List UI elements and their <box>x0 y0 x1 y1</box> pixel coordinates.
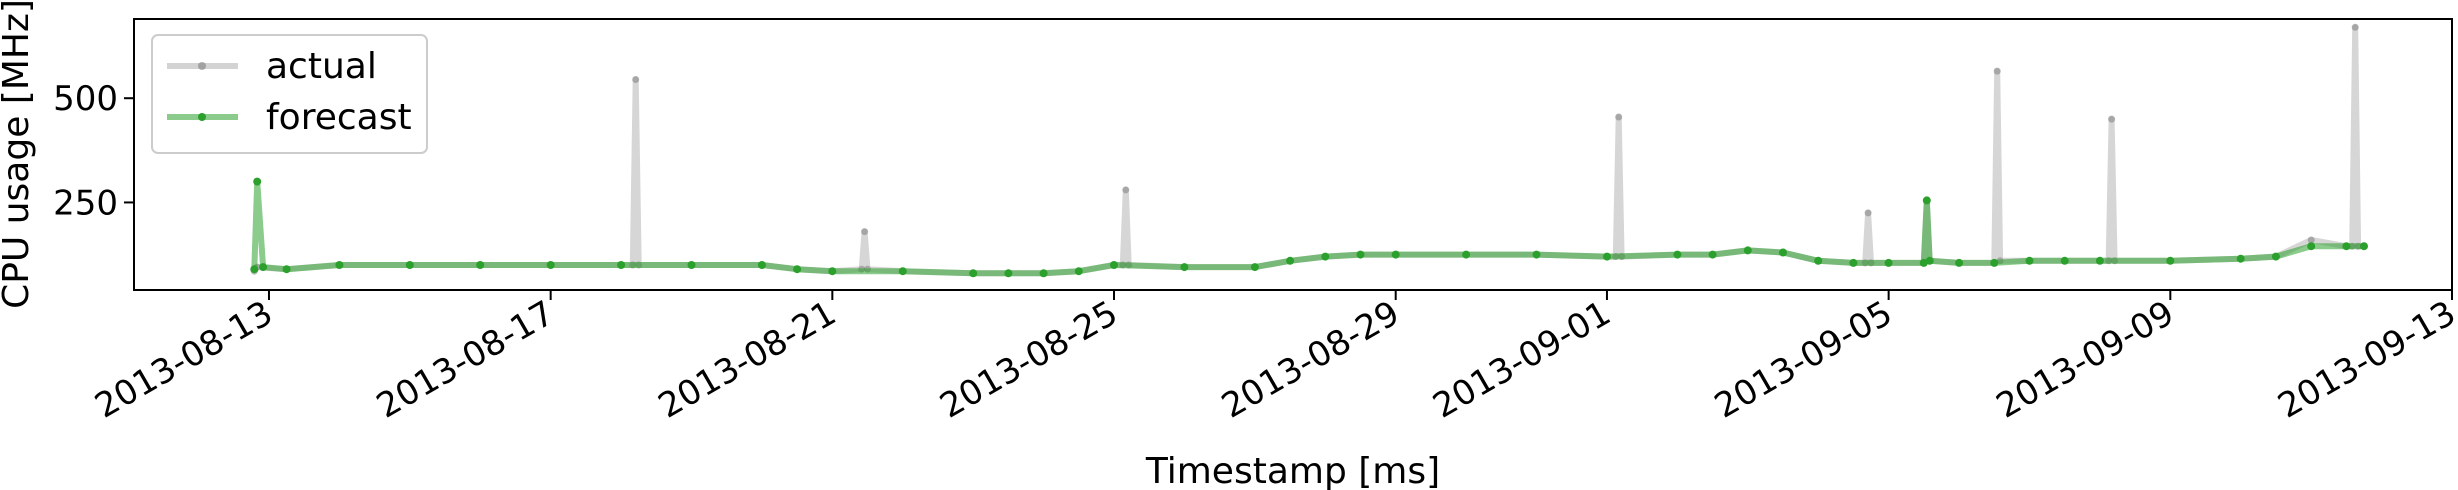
series-forecast-point <box>1955 258 1964 267</box>
y-axis-ticks: 250 500 <box>53 79 134 223</box>
plot-frame <box>133 18 2453 291</box>
series-actual-point <box>2307 236 2315 244</box>
series-forecast-point <box>2342 242 2351 251</box>
series-forecast-point <box>476 261 485 269</box>
series-forecast-point <box>1250 263 1259 272</box>
series-forecast-point <box>617 261 626 269</box>
series-forecast-point <box>2060 256 2069 265</box>
series-forecast-point <box>2271 252 2280 261</box>
series-forecast-point <box>1532 250 1541 259</box>
series-forecast-point <box>259 263 268 272</box>
series-forecast-point <box>1074 267 1083 276</box>
series-forecast-point <box>757 261 766 269</box>
series-actual-point <box>1993 67 2001 75</box>
legend-actual-label: actual <box>266 46 377 87</box>
y-axis-label: CPU usage [MHz] <box>0 0 37 309</box>
series-forecast-point <box>1743 246 1752 255</box>
x-tick-label: 2013-09-05 <box>1708 293 1899 426</box>
series-forecast-point <box>335 261 344 269</box>
series-forecast-point <box>687 261 696 269</box>
series-forecast-point <box>1391 250 1400 259</box>
series-forecast-point <box>1462 250 1471 259</box>
series-forecast-point <box>253 177 262 186</box>
series-forecast-point <box>1849 258 1858 267</box>
series-forecast-point <box>828 267 837 276</box>
series-forecast-point <box>2236 254 2245 263</box>
series-actual-point <box>2108 115 2116 123</box>
series-forecast-point <box>2166 256 2175 265</box>
series-forecast-point <box>1603 252 1611 261</box>
x-tick-label: 2013-08-25 <box>933 293 1124 426</box>
series-forecast-point <box>1039 269 1048 278</box>
series-actual-line <box>251 24 2364 277</box>
y-tick-label: 500 <box>53 79 118 119</box>
series-actual-point <box>1864 209 1872 217</box>
x-tick-label: 2013-08-29 <box>1215 293 1406 426</box>
x-tick-label: 2013-09-09 <box>1990 293 2181 426</box>
series-forecast-point <box>250 265 259 274</box>
x-tick-label: 2013-09-01 <box>1426 293 1617 426</box>
series-forecast-point <box>1110 261 1118 269</box>
x-tick-label: 2013-09-13 <box>2271 293 2458 426</box>
series-forecast-point <box>1814 256 1823 265</box>
legend-forecast-swatch-marker <box>198 113 206 121</box>
x-tick-label: 2013-08-13 <box>88 293 279 426</box>
series-actual-point <box>861 228 869 236</box>
series-forecast-point <box>1004 269 1013 278</box>
series-forecast-point <box>2307 242 2316 251</box>
series-forecast-point <box>1922 196 1931 205</box>
legend-frame <box>151 34 428 154</box>
series-forecast-point <box>1884 258 1893 267</box>
series-forecast-point <box>969 269 978 278</box>
series-forecast-point <box>2025 256 2034 265</box>
legend-forecast-label: forecast <box>266 97 412 138</box>
series-forecast-point <box>1356 250 1365 259</box>
series-forecast-point <box>1990 258 1999 267</box>
series-actual-point <box>632 76 640 83</box>
series-actual-point <box>2351 23 2359 31</box>
series-forecast-point <box>1321 252 1330 261</box>
series-forecast-point <box>405 261 414 269</box>
series-forecast-line <box>251 178 2364 277</box>
x-axis-ticks: 2013-08-13 2013-08-17 2013-08-21 2013-08-25… <box>88 290 2458 427</box>
series-forecast-point <box>1779 248 1787 257</box>
series-forecast-point <box>1180 263 1189 272</box>
series-actual-point <box>1122 186 1130 194</box>
series-forecast-point <box>2095 256 2104 265</box>
series-actual-point <box>1615 113 1623 121</box>
x-axis-label: Timestamp [ms] <box>1145 451 1440 490</box>
series-forecast-point <box>282 265 291 274</box>
series-forecast-point <box>546 261 555 269</box>
y-tick-label: 250 <box>53 183 118 223</box>
x-tick-label: 2013-08-21 <box>652 293 843 426</box>
series-forecast-point <box>1286 256 1295 265</box>
legend-actual-swatch-marker <box>198 62 206 70</box>
series-forecast-point <box>898 267 907 276</box>
x-tick-label: 2013-08-17 <box>370 293 561 426</box>
legend: actual forecast <box>151 34 428 154</box>
series-forecast-point <box>1925 256 1934 265</box>
series-forecast-point <box>1708 250 1717 259</box>
plot-area <box>250 23 2368 278</box>
series-forecast-point <box>2360 242 2368 251</box>
series-forecast-point <box>1673 250 1682 259</box>
series-forecast-point <box>793 265 802 274</box>
